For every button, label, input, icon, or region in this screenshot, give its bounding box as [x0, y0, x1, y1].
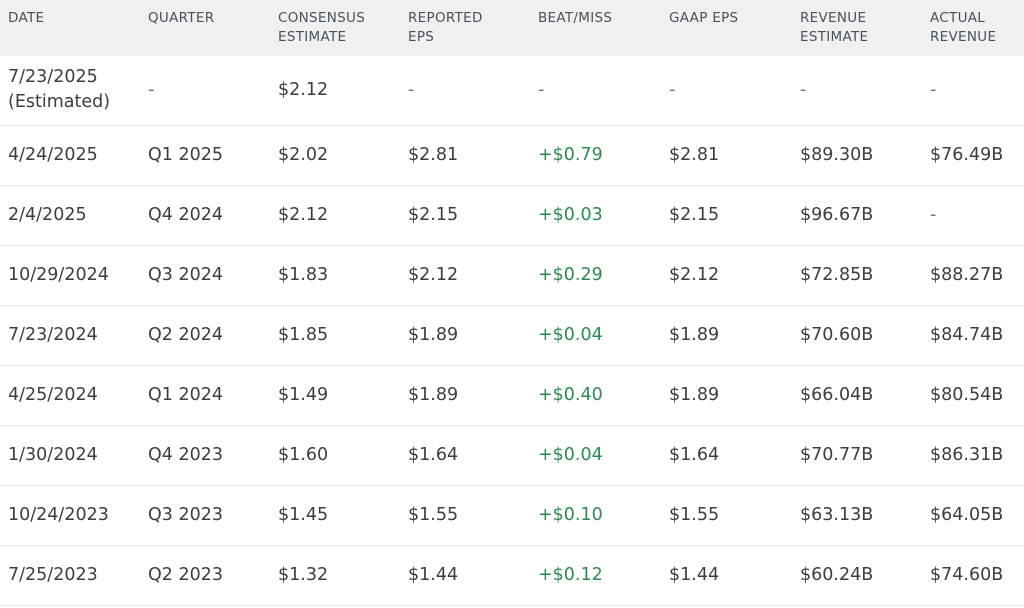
cell-date: 7/23/2024: [8, 324, 98, 345]
cell-gaap-eps: $1.64: [669, 444, 720, 465]
cell-reported-eps: $1.89: [408, 324, 459, 345]
cell-beat-miss: +$0.10: [538, 504, 603, 525]
table-row: 4/25/2024 Q1 2024 $1.49 $1.89 +$0.40 $1.…: [0, 365, 1024, 425]
column-header-reported-eps[interactable]: REPORTED EPS: [408, 10, 483, 45]
header-row: DATE QUARTER CONSENSUS ESTIMATE REPORTED…: [0, 0, 1024, 56]
cell-date: 4/24/2025: [8, 144, 98, 165]
table-row: 7/23/2025 (Estimated) - $2.12 - - - - -: [0, 56, 1024, 125]
table-row: 7/25/2023 Q2 2023 $1.32 $1.44 +$0.12 $1.…: [0, 545, 1024, 605]
cell-date: 10/24/2023: [8, 504, 109, 525]
column-header-actual-revenue[interactable]: ACTUAL REVENUE: [930, 10, 997, 45]
cell-quarter: Q1 2025: [148, 144, 224, 165]
cell-gaap-eps: $1.55: [669, 504, 720, 525]
cell-date: 1/30/2024: [8, 444, 98, 465]
cell-consensus-estimate: $2.12: [278, 79, 329, 100]
cell-gaap-eps: $1.44: [669, 564, 720, 585]
cell-revenue-estimate: $63.13B: [800, 504, 874, 525]
column-header-date[interactable]: DATE: [8, 10, 45, 26]
cell-date: 7/23/2025 (Estimated): [8, 67, 111, 113]
cell-actual-revenue: $84.74B: [930, 324, 1004, 345]
cell-actual-revenue: $80.54B: [930, 384, 1004, 405]
cell-beat-miss: +$0.40: [538, 384, 603, 405]
cell-reported-eps: $2.15: [408, 204, 459, 225]
cell-gaap-eps: $2.12: [669, 264, 720, 285]
cell-date: 4/25/2024: [8, 384, 98, 405]
table-body: 7/23/2025 (Estimated) - $2.12 - - - - - …: [0, 56, 1024, 605]
cell-actual-revenue: $88.27B: [930, 264, 1004, 285]
table-header: DATE QUARTER CONSENSUS ESTIMATE REPORTED…: [0, 0, 1024, 56]
column-header-revenue-estimate[interactable]: REVENUE ESTIMATE: [800, 10, 869, 45]
table-row: 2/4/2025 Q4 2024 $2.12 $2.15 +$0.03 $2.1…: [0, 185, 1024, 245]
table-row: 10/24/2023 Q3 2023 $1.45 $1.55 +$0.10 $1…: [0, 485, 1024, 545]
cell-quarter: Q4 2023: [148, 444, 224, 465]
table-row: 10/29/2024 Q3 2024 $1.83 $2.12 +$0.29 $2…: [0, 245, 1024, 305]
cell-beat-miss: +$0.03: [538, 204, 603, 225]
column-header-consensus-estimate[interactable]: CONSENSUS ESTIMATE: [278, 10, 366, 45]
cell-actual-revenue: -: [930, 79, 937, 100]
cell-revenue-estimate: $96.67B: [800, 204, 874, 225]
cell-beat-miss: +$0.04: [538, 444, 603, 465]
cell-beat-miss: +$0.79: [538, 144, 603, 165]
cell-consensus-estimate: $1.83: [278, 264, 329, 285]
cell-revenue-estimate: $89.30B: [800, 144, 874, 165]
cell-reported-eps: $1.64: [408, 444, 459, 465]
cell-actual-revenue: $86.31B: [930, 444, 1004, 465]
cell-actual-revenue: $64.05B: [930, 504, 1004, 525]
cell-quarter: Q2 2023: [148, 564, 224, 585]
table-row: 1/30/2024 Q4 2023 $1.60 $1.64 +$0.04 $1.…: [0, 425, 1024, 485]
cell-reported-eps: $2.12: [408, 264, 459, 285]
cell-reported-eps: $1.44: [408, 564, 459, 585]
cell-reported-eps: $2.81: [408, 144, 459, 165]
cell-revenue-estimate: $66.04B: [800, 384, 874, 405]
cell-reported-eps: $1.55: [408, 504, 459, 525]
cell-consensus-estimate: $2.02: [278, 144, 329, 165]
cell-revenue-estimate: $70.77B: [800, 444, 874, 465]
cell-quarter: Q4 2024: [148, 204, 224, 225]
cell-consensus-estimate: $1.32: [278, 564, 329, 585]
cell-date: 2/4/2025: [8, 204, 87, 225]
cell-actual-revenue: $74.60B: [930, 564, 1004, 585]
cell-reported-eps: -: [408, 79, 415, 100]
cell-quarter: -: [148, 79, 155, 100]
cell-gaap-eps: $2.81: [669, 144, 720, 165]
cell-gaap-eps: $1.89: [669, 384, 720, 405]
cell-consensus-estimate: $1.60: [278, 444, 329, 465]
cell-beat-miss: +$0.29: [538, 264, 603, 285]
cell-actual-revenue: -: [930, 204, 937, 225]
cell-date: 7/25/2023: [8, 564, 98, 585]
cell-revenue-estimate: $60.24B: [800, 564, 874, 585]
cell-consensus-estimate: $1.45: [278, 504, 329, 525]
column-header-quarter[interactable]: QUARTER: [148, 10, 215, 26]
cell-date: 10/29/2024: [8, 264, 109, 285]
column-header-beat-miss[interactable]: BEAT/MISS: [538, 10, 613, 26]
cell-revenue-estimate: -: [800, 79, 807, 100]
cell-quarter: Q2 2024: [148, 324, 224, 345]
cell-gaap-eps: $1.89: [669, 324, 720, 345]
cell-consensus-estimate: $2.12: [278, 204, 329, 225]
cell-actual-revenue: $76.49B: [930, 144, 1004, 165]
cell-reported-eps: $1.89: [408, 384, 459, 405]
table-row: 4/24/2025 Q1 2025 $2.02 $2.81 +$0.79 $2.…: [0, 125, 1024, 185]
table-row: 7/23/2024 Q2 2024 $1.85 $1.89 +$0.04 $1.…: [0, 305, 1024, 365]
cell-beat-miss: +$0.04: [538, 324, 603, 345]
cell-revenue-estimate: $70.60B: [800, 324, 874, 345]
cell-beat-miss: -: [538, 79, 545, 100]
cell-gaap-eps: -: [669, 79, 676, 100]
cell-revenue-estimate: $72.85B: [800, 264, 874, 285]
column-header-gaap-eps[interactable]: GAAP EPS: [669, 10, 739, 26]
cell-consensus-estimate: $1.49: [278, 384, 329, 405]
cell-beat-miss: +$0.12: [538, 564, 603, 585]
cell-gaap-eps: $2.15: [669, 204, 720, 225]
cell-quarter: Q1 2024: [148, 384, 224, 405]
cell-quarter: Q3 2024: [148, 264, 224, 285]
cell-consensus-estimate: $1.85: [278, 324, 329, 345]
cell-quarter: Q3 2023: [148, 504, 224, 525]
